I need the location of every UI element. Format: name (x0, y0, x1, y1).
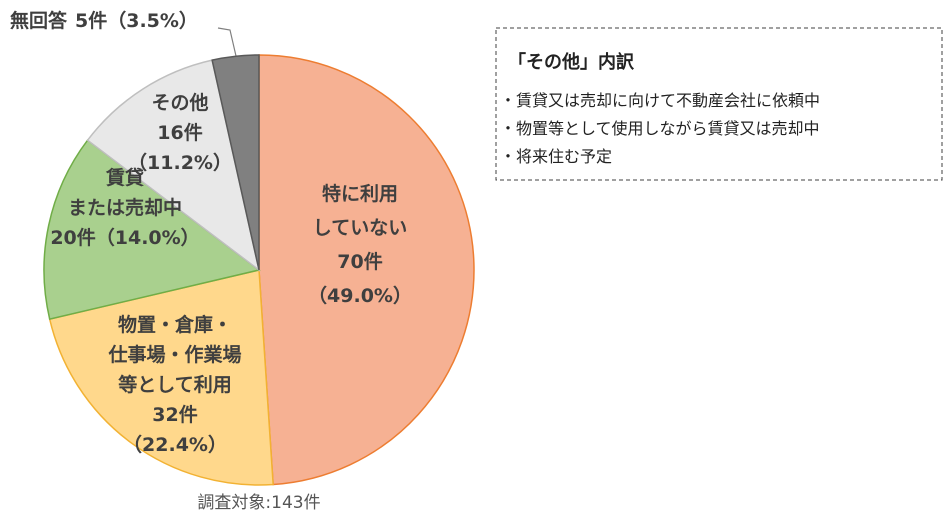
value-label: 70件（49.0%） (308, 250, 412, 307)
pie-slice (211, 54, 260, 271)
slice-label: 賃貸または売却中 (68, 166, 182, 219)
pie-slice (258, 54, 475, 486)
note-box (495, 27, 943, 181)
leader-line (217, 27, 237, 57)
slice-label: 特に利用していない (313, 183, 407, 239)
note-title: 「その他」内訳 (508, 51, 635, 73)
slice-label: 物置・倉庫・仕事場・作業場等として利用 (107, 313, 241, 396)
slice-label: その他 (151, 91, 208, 114)
value-label: 16件（11.2%） (128, 121, 232, 174)
pie-slice (86, 59, 261, 272)
note-item: ・物置等として使用しながら賃貸又は売却中 (500, 119, 820, 138)
note-item: ・将来住む予定 (500, 147, 612, 166)
pie-slice (43, 139, 261, 321)
value-label: 20件（14.0%） (50, 226, 199, 249)
footnote: 調査対象:143件 (197, 493, 320, 513)
value-label: 32件（22.4%） (123, 403, 227, 456)
note-item: ・賃貸又は売却に向けて不動産会社に依頼中 (500, 91, 820, 110)
value-label: 5件（3.5%） (75, 9, 198, 32)
slice-label: 無回答 (10, 9, 68, 32)
pie-slice (48, 269, 274, 486)
